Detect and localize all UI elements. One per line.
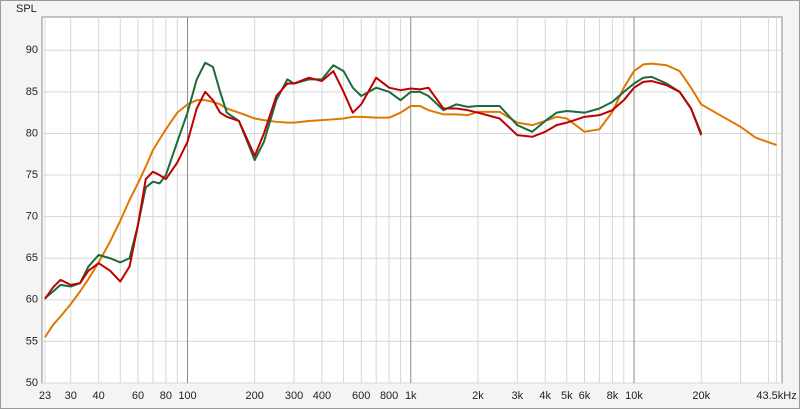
x-tick-label: 8k <box>607 390 619 402</box>
x-tick-label: 40 <box>93 390 105 402</box>
x-tick-label: 600 <box>352 390 370 402</box>
x-tick-label: 4k <box>539 390 551 402</box>
x-tick-label: 30 <box>65 390 77 402</box>
y-tick-label: 85 <box>26 86 38 98</box>
x-tick-label: 400 <box>313 390 331 402</box>
grid: 50 55 60 65 70 75 80 85 90 23 30 40 60 80 100 200 300 400… <box>26 17 797 402</box>
x-tick-label: 300 <box>285 390 303 402</box>
x-tick-label: 800 <box>380 390 398 402</box>
y-axis-label: SPL <box>16 3 37 15</box>
response-line <box>44 70 703 300</box>
lines <box>44 61 777 338</box>
x-tick-label: 80 <box>160 390 172 402</box>
y-tick-label: 65 <box>26 252 38 264</box>
x-tick-label: 10k <box>625 390 643 402</box>
y-tick-label: 90 <box>26 44 38 56</box>
y-tick-label: 75 <box>26 169 38 181</box>
x-tick-label: 5k <box>561 390 573 402</box>
x-tick-label: 60 <box>132 390 144 402</box>
y-tick-label: 70 <box>26 211 38 223</box>
x-tick-label: 1k <box>405 390 417 402</box>
x-tick-label: 43.5kHz <box>756 390 796 402</box>
x-tick-label: 200 <box>246 390 264 402</box>
x-tick-label: 6k <box>579 390 591 402</box>
plot-area <box>41 16 783 384</box>
x-tick-label: 100 <box>178 390 196 402</box>
y-tick-label: 60 <box>26 294 38 306</box>
x-tick-label: 20k <box>692 390 710 402</box>
x-tick-label: 2k <box>472 390 484 402</box>
x-tick-label: 23 <box>39 390 51 402</box>
y-tick-label: 80 <box>26 127 38 139</box>
x-tick-label: 3k <box>511 390 523 402</box>
y-tick-label: 55 <box>26 335 38 347</box>
response-line <box>44 62 777 338</box>
y-tick-label: 50 <box>26 377 38 389</box>
